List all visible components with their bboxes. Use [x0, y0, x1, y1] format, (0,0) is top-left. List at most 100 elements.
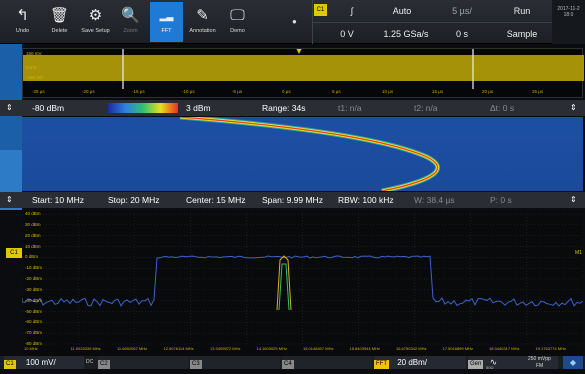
- wave-xlabel: -25 µs: [32, 89, 45, 94]
- left-side-decor: [0, 0, 22, 369]
- spectrum-xlabel: 18.3440317 MHz: [489, 346, 520, 351]
- demo-icon: 🖵: [230, 7, 245, 24]
- delete-button[interactable]: 🗑 Delete: [43, 2, 76, 42]
- wave-xlabel: 5 µs: [332, 89, 341, 94]
- annotation-label: Annotation: [189, 28, 216, 34]
- save-setup-icon: ⚙: [88, 7, 103, 24]
- undo-icon: ↰: [16, 7, 29, 24]
- demo-label: Demo: [230, 28, 245, 34]
- updown-arrows-icon-right[interactable]: ⇕: [570, 103, 577, 112]
- spectrum-ylabel: -80 dBm: [25, 341, 43, 346]
- run-status[interactable]: Run: [513, 6, 531, 16]
- clock: 2017-11-2 18:0: [552, 0, 585, 44]
- spectrum-xlabel: 14.1603025 MHz: [256, 346, 287, 351]
- fft-tile[interactable]: FFT 20 dBm/: [374, 356, 466, 369]
- fft-chip: FFT: [374, 360, 389, 369]
- spectrum-ylabel: -10 dBm: [25, 265, 43, 271]
- pen-icon: ✎: [196, 7, 209, 24]
- undo-button[interactable]: ↰ Undo: [6, 2, 39, 42]
- wave-xlabel: 15 µs: [432, 89, 444, 94]
- zoom-icon: 🔍: [121, 7, 140, 24]
- spectrum-ylabel: 30 dBm: [25, 221, 41, 227]
- c2-chip: C2: [98, 360, 110, 369]
- updown-arrows-icon-3[interactable]: ⇕: [570, 195, 577, 204]
- spectrum-xlabel: 15.0148407 MHz: [303, 346, 334, 351]
- spectrum-ylabel: -40 dBm: [25, 297, 43, 303]
- trigger-slope-icon[interactable]: ∫: [350, 6, 354, 16]
- spectrum-bar: ⇕ Start: 10 MHz Stop: 20 MHz Center: 15 …: [0, 192, 585, 208]
- color-scale-bar: [108, 103, 178, 113]
- channel-4-tile[interactable]: C4: [282, 356, 372, 369]
- channel-bar: C1 100 mV/ DC C2 C3 C4 FFT 20 dBm/ Gen ∿…: [0, 356, 585, 370]
- spectrum-ylabel: 40 dBm: [25, 211, 41, 216]
- spectrum-ylabel: 20 dBm: [25, 232, 41, 238]
- annotation-button[interactable]: ✎ Annotation: [186, 2, 219, 42]
- wave-xlabel: -15 µs: [132, 89, 145, 94]
- spectrum-ylabel: -30 dBm: [25, 286, 43, 292]
- spectrogram-t1[interactable]: t1: n/a: [338, 103, 362, 113]
- wave-xlabel: -10 µs: [182, 89, 195, 94]
- channel-1-tile[interactable]: C1 100 mV/: [4, 356, 84, 369]
- trigger-mode[interactable]: Auto: [392, 6, 412, 16]
- spectrogram[interactable]: [22, 114, 583, 194]
- fft-scale: 20 dBm/: [397, 358, 428, 367]
- zoom-label: Zoom: [123, 28, 138, 34]
- spectrum-start[interactable]: Start: 10 MHz: [32, 195, 84, 205]
- rs-logo-icon[interactable]: ◆: [563, 356, 583, 369]
- time-per-div[interactable]: 5 µs/: [452, 6, 472, 16]
- spectrum-xlabel: 12.5076114 MHz: [163, 346, 194, 351]
- spectrogram-dt[interactable]: Δt: 0 s: [490, 103, 515, 113]
- undo-label: Undo: [15, 28, 30, 34]
- spectrogram-t2[interactable]: t2: n/a: [414, 103, 438, 113]
- waveform-trace: [22, 48, 584, 89]
- spectrum-ylabel: -50 dBm: [25, 308, 43, 314]
- trigger-level[interactable]: 0 V: [340, 29, 354, 39]
- channel-2-tile[interactable]: C2: [98, 356, 188, 369]
- acquisition-settings: C1 ∫ Auto 5 µs/ Run 0 V 1.25 GSa/s 0 s S…: [312, 0, 552, 44]
- spectrum-window[interactable]: W: 38.4 µs: [414, 195, 455, 205]
- updown-arrows-icon[interactable]: ⇕: [6, 103, 13, 112]
- gen-amplitude: 250 mVpp: [528, 356, 551, 362]
- zoom-button[interactable]: 🔍 Zoom: [114, 2, 147, 42]
- spectrogram-min[interactable]: -80 dBm: [32, 103, 65, 113]
- sine-wave-icon: ∿: [489, 357, 498, 367]
- spectrum-xlabel: 19.1763774 MHz: [535, 346, 566, 351]
- channel-3-tile[interactable]: C3: [190, 356, 280, 369]
- c1-chip: C1: [4, 360, 16, 369]
- generator-tile[interactable]: Gen ∿ 250 mVpp FM 50Ω: [468, 356, 558, 370]
- spectrum-center[interactable]: Center: 15 MHz: [186, 195, 246, 205]
- c1-scale: 100 mV/: [25, 358, 56, 367]
- c4-chip: C4: [282, 360, 294, 369]
- spectrum-ylabel: -60 dBm: [25, 319, 43, 325]
- channel-marker-right: M1: [575, 250, 582, 256]
- wave-ylabel-1: 0 mV: [26, 65, 37, 70]
- spectrum-rbw[interactable]: RBW: 100 kHz: [338, 195, 394, 205]
- spectrum-ylabel: 10 dBm: [25, 243, 41, 249]
- horizontal-offset[interactable]: 0 s: [455, 29, 468, 39]
- channel-marker-left[interactable]: C1: [6, 248, 22, 258]
- save-setup-label: Save Setup: [81, 28, 110, 34]
- spectrum-xlabel: 13.3409572 MHz: [210, 346, 241, 351]
- trigger-dot-icon[interactable]: ●: [292, 17, 297, 26]
- waveform-overview[interactable]: 150 mV 0 mV -150 mV: [22, 48, 584, 98]
- wave-xlabel: 20 µs: [482, 89, 494, 94]
- spectrum-stop[interactable]: Stop: 20 MHz: [108, 195, 160, 205]
- acquisition-mode[interactable]: Sample: [506, 29, 538, 39]
- sample-rate[interactable]: 1.25 GSa/s: [383, 29, 429, 39]
- spectrum-xlabel: 15.8403944 MHz: [349, 346, 380, 351]
- gen-impedance: 50Ω: [486, 365, 494, 370]
- updown-arrows-icon-2[interactable]: ⇕: [6, 195, 13, 204]
- spectrum-ylabel: -20 dBm: [25, 276, 43, 281]
- trigger-channel-badge[interactable]: C1: [314, 4, 327, 16]
- spectrogram-max[interactable]: 3 dBm: [186, 103, 211, 113]
- demo-button[interactable]: 🖵 Demo: [221, 2, 254, 42]
- fft-button[interactable]: ▂▃ FFT: [150, 2, 183, 42]
- spectrum-xlabel: 16.6750342 MHz: [396, 346, 427, 351]
- spectrum-span[interactable]: Span: 9.99 MHz: [262, 195, 323, 205]
- spectrum-xlabel: 11.6652067 MHz: [117, 346, 148, 351]
- save-setup-button[interactable]: ⚙ Save Setup: [79, 2, 112, 42]
- spectrogram-range[interactable]: Range: 34s: [262, 103, 306, 113]
- wave-ylabel-0: 150 mV: [26, 51, 42, 56]
- spectrum-plot[interactable]: 40 dBm 30 dBm 20 dBm 10 dBm 0 dBm -10 dBm -20 …: [21, 210, 584, 356]
- spectrum-position[interactable]: P: 0 s: [490, 195, 512, 205]
